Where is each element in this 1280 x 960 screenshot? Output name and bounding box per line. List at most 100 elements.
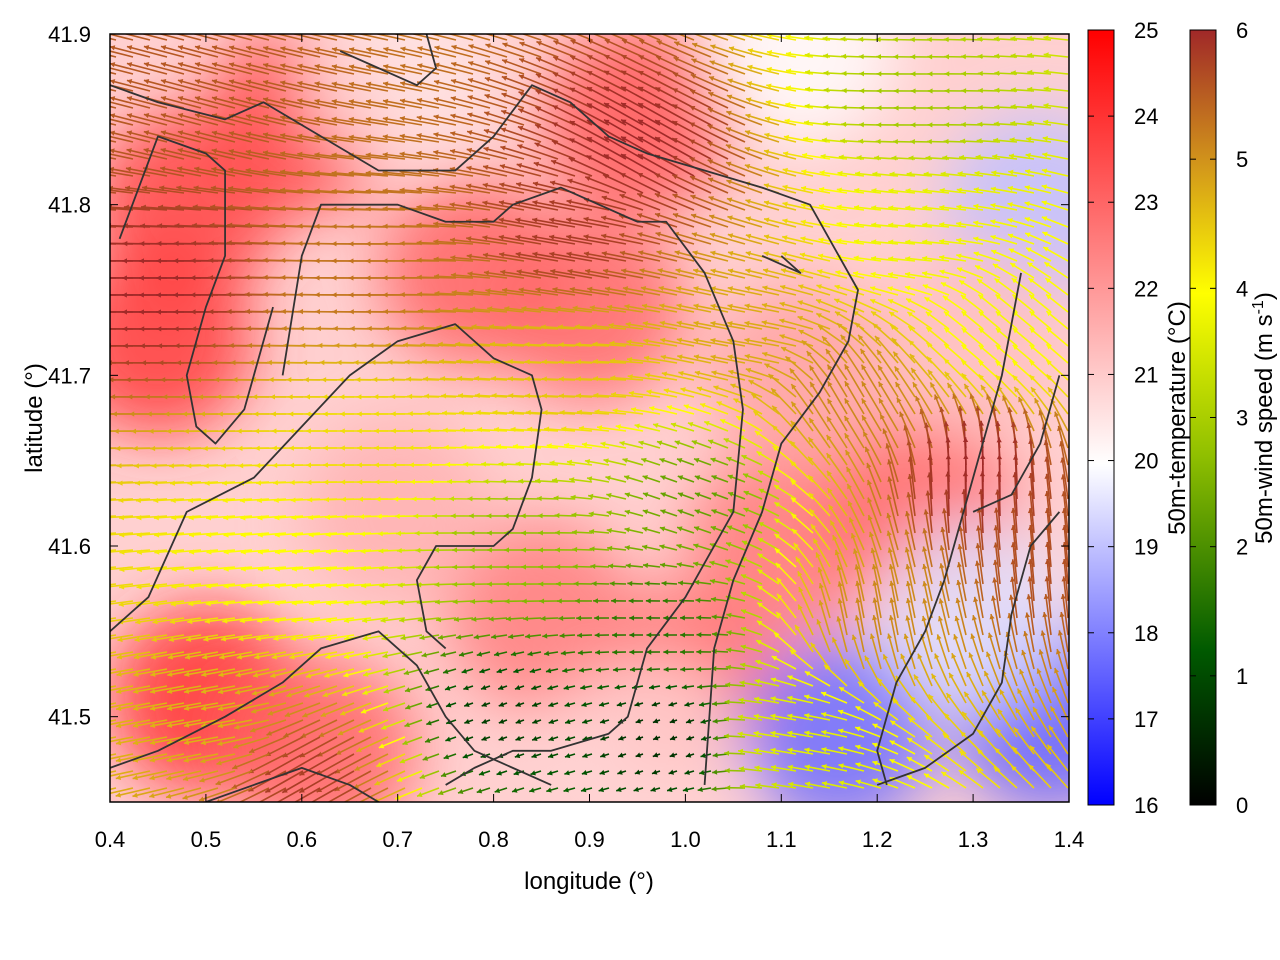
wind-arrow-653 <box>515 217 559 228</box>
wind-arrow-710 <box>515 234 559 245</box>
wind-arrow-396 <box>1009 137 1035 143</box>
wind-arrow-767 <box>515 251 559 262</box>
wind-arrow-888 <box>640 285 678 296</box>
wind-arrow-248 <box>416 97 457 109</box>
wind-arrow-143 <box>569 55 610 75</box>
wind-arrow-725 <box>781 235 814 245</box>
wind-arrow-910 <box>1028 277 1052 296</box>
wind-arrow-69 <box>280 46 321 58</box>
wind-arrow-772 <box>601 251 644 262</box>
wind-arrow-612 <box>800 202 831 211</box>
wind-arrow-152 <box>728 62 763 75</box>
wind-arrow-354 <box>279 132 321 143</box>
wind-arrow-723 <box>745 233 780 245</box>
wind-arrow-892 <box>710 286 746 296</box>
wind-arrow-705 <box>433 238 474 245</box>
wind-arrow-137 <box>467 60 508 75</box>
wind-arrow-319 <box>654 102 695 126</box>
wind-arrow-173 <box>110 79 151 92</box>
wind-arrow-441 <box>801 152 831 160</box>
wind-arrow-357 <box>331 134 372 143</box>
wind-arrow-188 <box>365 81 406 92</box>
wind-arrow-947 <box>676 303 712 313</box>
wind-arrow-259 <box>603 86 644 109</box>
wind-arrow-36 <box>708 34 729 41</box>
wind-arrow-361 <box>399 133 440 143</box>
wind-arrow-520 <box>193 185 236 194</box>
wind-arrow-251 <box>467 95 508 109</box>
wind-arrow-594 <box>482 200 525 211</box>
wind-arrow-886 <box>604 286 644 296</box>
wind-arrow-324 <box>745 113 780 126</box>
wind-arrow-678 <box>956 221 984 228</box>
wind-arrow-626 <box>1041 200 1069 211</box>
wind-arrow-603 <box>636 192 678 211</box>
wind-arrow-825 <box>533 269 576 279</box>
wind-arrow-885 <box>587 286 627 296</box>
wind-arrow-24 <box>502 34 525 41</box>
wind-arrow-893 <box>727 286 763 296</box>
wind-arrow-933 <box>435 307 474 313</box>
wind-arrow-788 <box>888 256 916 262</box>
wind-arrow-142 <box>552 56 593 75</box>
wind-arrow-735 <box>956 237 984 245</box>
wind-arrow-895 <box>762 285 797 296</box>
wind-arrow-300 <box>331 116 372 126</box>
wind-arrow-738 <box>1007 233 1035 245</box>
wind-arrow-453 <box>1008 153 1035 160</box>
wind-arrow-484 <box>550 159 593 177</box>
wind-arrow-849 <box>956 267 984 279</box>
wind-arrow-420 <box>433 149 474 160</box>
wind-arrow-463 <box>194 166 236 177</box>
wind-arrow-322 <box>707 107 746 126</box>
wind-arrow-796 <box>1025 247 1052 262</box>
wind-arrow-955 <box>815 298 848 313</box>
wind-arrow-311 <box>517 108 559 126</box>
wind-arrow-244 <box>348 99 389 109</box>
wind-arrow-556 <box>818 186 848 194</box>
wind-arrow-911 <box>1044 277 1069 296</box>
wind-arrow-243 <box>331 99 372 109</box>
wind-arrow-452 <box>992 154 1018 160</box>
wind-arrow-481 <box>499 164 542 177</box>
wind-arrow-511 <box>1024 169 1052 177</box>
wind-arrow-196 <box>501 75 542 92</box>
wind-arrow-287 <box>110 113 151 126</box>
wind-speed-colorbar: 0 1 2 3 4 5 6 50m-wind speed (m s-1) <box>1189 18 1278 818</box>
wind-arrow-377 <box>671 120 712 143</box>
wind-arrow-249 <box>433 97 474 109</box>
wind-arrow-130 <box>348 64 389 75</box>
x-axis-label: longitude (°) <box>524 868 654 895</box>
wind-arrow-147 <box>638 54 678 75</box>
wind-arrow-170 <box>1043 69 1069 75</box>
wind-arrow-591 <box>433 203 474 211</box>
wind-arrow-896 <box>779 284 814 296</box>
wind-arrow-200 <box>569 71 610 92</box>
wind-arrow-34 <box>676 34 695 41</box>
wind-arrow-207 <box>690 73 729 92</box>
wind-arrow-374 <box>620 118 661 143</box>
wind-arrow-854 <box>1043 261 1069 279</box>
wind-arrow-226 <box>1027 86 1052 92</box>
wind-arrow-949 <box>710 303 746 313</box>
wind-arrow-714 <box>583 234 627 245</box>
wind-arrow-139 <box>501 59 542 75</box>
wind-arrow-32 <box>643 34 661 41</box>
wind-arrow-10 <box>258 34 287 41</box>
wind-arrow-666 <box>745 216 780 228</box>
wind-speed-colorbar-tick-label-1: 1 <box>1236 664 1248 689</box>
y-tick-label-4: 41.9 <box>48 22 91 47</box>
wind-speed-colorbar-tick-label-2: 2 <box>1236 535 1248 560</box>
wind-arrow-343 <box>110 135 134 143</box>
wind-arrow-149 <box>673 56 712 75</box>
wind-arrow-75 <box>383 46 423 58</box>
wind-arrow-203 <box>620 70 661 92</box>
wind-arrow-146 <box>621 54 661 75</box>
wind-arrow-681 <box>1007 218 1035 228</box>
wind-arrow-828 <box>584 268 627 279</box>
wind-arrow-844 <box>870 271 899 279</box>
wind-arrow-551 <box>726 179 763 194</box>
wind-arrow-967 <box>1028 293 1052 313</box>
wind-arrow-351 <box>228 131 270 143</box>
wind-arrow-290 <box>160 113 202 126</box>
